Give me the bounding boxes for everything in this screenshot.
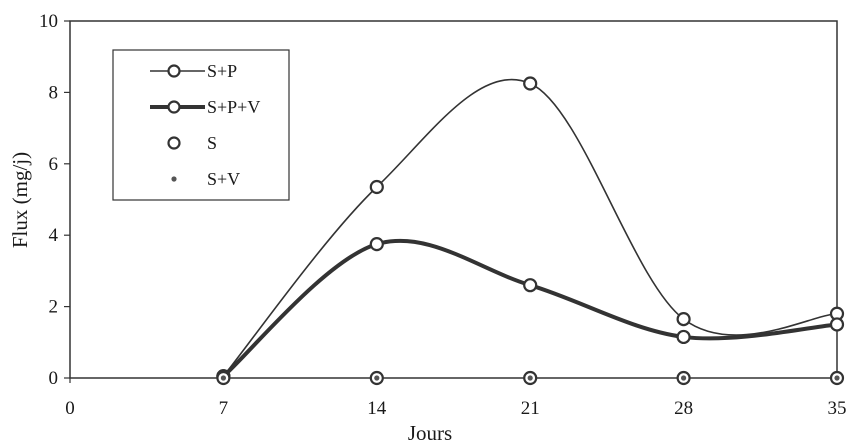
legend-label: S — [207, 133, 217, 153]
data-point — [220, 375, 226, 381]
x-tick-label: 35 — [828, 398, 846, 419]
data-point — [676, 329, 691, 345]
legend-marker — [167, 136, 181, 150]
series-line-s-p-v — [222, 238, 838, 378]
x-ticks: 0 7 14 21 28 35 — [65, 378, 846, 419]
x-tick-label: 7 — [219, 398, 229, 419]
x-tick-label: 21 — [521, 398, 540, 419]
y-ticks: 0 2 4 6 8 10 — [39, 11, 70, 389]
x-axis-title: Jours — [408, 421, 452, 445]
legend-box — [112, 49, 290, 201]
data-point — [829, 317, 845, 332]
data-point — [374, 375, 380, 381]
y-tick-label: 4 — [49, 225, 59, 246]
x-tick-label: 0 — [65, 398, 75, 419]
plot-area — [69, 20, 838, 379]
y-axis-title: Flux (mg/j) — [8, 152, 32, 248]
y-tick-label: 6 — [49, 154, 59, 175]
y-tick-label: 10 — [39, 11, 58, 32]
y-tick-label: 2 — [49, 297, 59, 318]
data-point — [676, 311, 691, 327]
legend-label: S+P — [207, 61, 237, 81]
legend-items: S+P S+P+V S S+V — [150, 61, 260, 189]
data-point — [681, 375, 687, 381]
legend-label: S+V — [207, 169, 240, 189]
legend-marker — [167, 64, 181, 78]
series-line-s-p — [222, 78, 838, 377]
y-tick-label: 8 — [49, 82, 59, 103]
data-point — [834, 375, 840, 381]
data-point — [523, 278, 538, 293]
legend-label: S+P+V — [207, 97, 260, 117]
legend-marker — [167, 100, 181, 114]
data-point — [523, 76, 538, 91]
x-tick-label: 14 — [367, 398, 387, 419]
data-point — [527, 375, 533, 381]
y-tick-label: 0 — [49, 368, 59, 389]
legend-marker — [171, 176, 177, 182]
data-point — [369, 179, 384, 195]
series-layer — [216, 76, 845, 386]
data-point — [369, 237, 384, 252]
legend: S+P S+P+V S S+V — [112, 49, 290, 201]
x-tick-label: 28 — [674, 398, 693, 419]
